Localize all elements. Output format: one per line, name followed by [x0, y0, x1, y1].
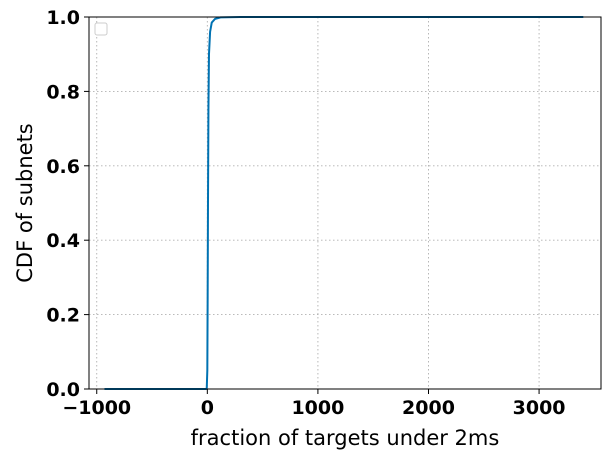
x-tick-label: 1000	[291, 397, 344, 419]
x-axis-label: fraction of targets under 2ms	[191, 426, 500, 450]
grid	[89, 16, 601, 390]
y-tick-label: 0.2	[46, 305, 80, 327]
x-tick-label: −1000	[62, 397, 131, 419]
y-tick-label: 0.0	[46, 379, 80, 401]
y-tick-label: 0.4	[46, 230, 80, 252]
x-tick-label: 0	[201, 397, 214, 419]
series-layer	[104, 16, 584, 390]
legend	[94, 22, 108, 36]
x-tick-label: 3000	[513, 397, 566, 419]
y-axis-label: CDF of subnets	[13, 123, 37, 283]
y-tick-label: 0.6	[46, 156, 80, 178]
y-tick-label: 0.8	[46, 81, 80, 103]
y-tick-label: 1.0	[46, 7, 80, 29]
plot-frame	[88, 16, 602, 390]
x-tick-label: 2000	[402, 397, 455, 419]
cdf-series-line	[104, 16, 584, 390]
axis-ticks: −1000 0 1000 2000 3000 0.0 0.2 0.4 0.6 0.8 1.0	[46, 7, 565, 419]
legend-box	[94, 22, 108, 36]
